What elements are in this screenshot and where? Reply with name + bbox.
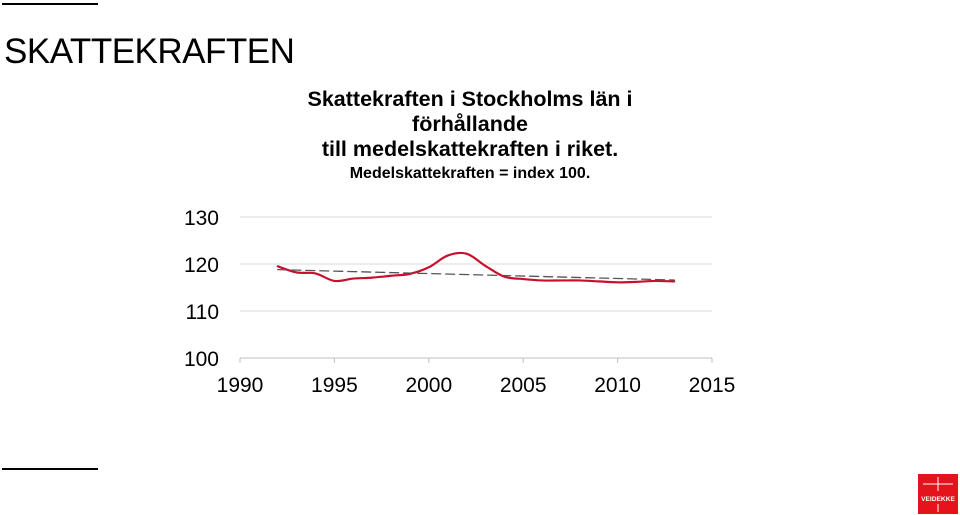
x-tick-label-1995: 1995 bbox=[311, 374, 358, 397]
chart-title: Skattekraften i Stockholms län i förhåll… bbox=[255, 87, 685, 185]
x-tick-label-2005: 2005 bbox=[500, 374, 547, 397]
bottom-rule bbox=[2, 468, 98, 470]
chart-title-line-2: förhållande bbox=[412, 112, 528, 136]
x-tick-label-2000: 2000 bbox=[405, 374, 452, 397]
y-tick-label-110: 110 bbox=[186, 301, 219, 324]
series-line-0 bbox=[276, 251, 676, 284]
y-tick-label-100: 100 bbox=[184, 348, 219, 371]
x-tick-label-1990: 1990 bbox=[217, 374, 264, 397]
y-tick-label-120: 120 bbox=[184, 254, 219, 277]
x-tick-label-2010: 2010 bbox=[594, 374, 641, 397]
logo-text: VEIDEKKE bbox=[921, 496, 955, 503]
chart-title-line-3: till medelskattekraften i riket. bbox=[321, 137, 619, 161]
y-tick-label-130: 130 bbox=[184, 207, 219, 230]
slide-title: SKATTEKRAFTEN bbox=[4, 32, 295, 71]
chart-title-line-1: Skattekraften i Stockholms län i bbox=[307, 87, 633, 111]
x-tick-label-2015: 2015 bbox=[689, 374, 736, 397]
chart-subtitle: Medelskattekraften = index 100. bbox=[349, 165, 591, 182]
trend-line-1 bbox=[277, 268, 675, 281]
top-rule bbox=[2, 3, 98, 5]
veidekke-logo: VEIDEKKE bbox=[918, 474, 958, 514]
